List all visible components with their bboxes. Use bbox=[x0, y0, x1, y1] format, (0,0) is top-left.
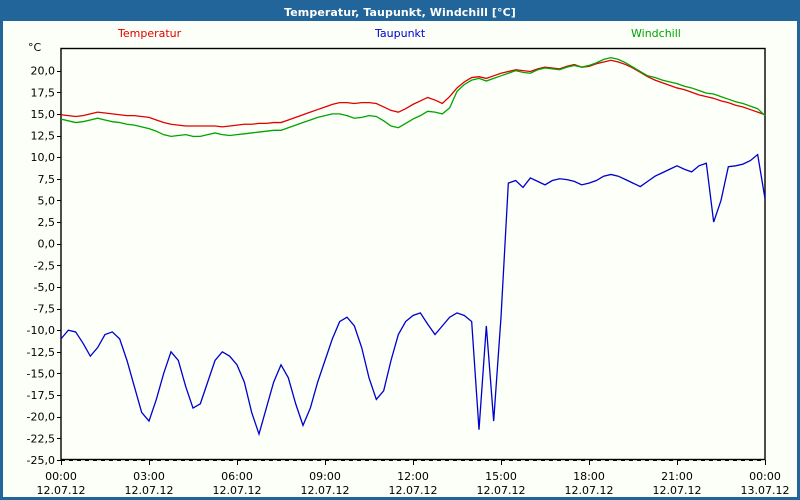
y-axis-tick: -20,0 bbox=[27, 411, 55, 424]
legend-item-taupunkt: Taupunkt bbox=[375, 27, 425, 40]
x-axis-tick-time: 18:00 bbox=[573, 470, 605, 483]
x-axis-tick-time: 00:00 bbox=[45, 470, 77, 483]
x-axis-tick-date: 12.07.12 bbox=[477, 484, 526, 497]
x-axis-tick-date: 12.07.12 bbox=[565, 484, 614, 497]
x-axis-tick-date: 12.07.12 bbox=[301, 484, 350, 497]
x-axis-tick-date: 12.07.12 bbox=[653, 484, 702, 497]
window-title: Temperatur, Taupunkt, Windchill [°C] bbox=[284, 5, 516, 19]
y-axis-tick: -2,5 bbox=[34, 259, 55, 272]
y-axis-tick: -10,0 bbox=[27, 324, 55, 337]
y-axis-tick: 17,5 bbox=[31, 86, 56, 99]
x-axis-tick-date: 12.07.12 bbox=[213, 484, 262, 497]
y-axis-tick: 10,0 bbox=[31, 151, 56, 164]
y-axis-tick: -22,5 bbox=[27, 432, 55, 445]
x-axis-tick-date: 12.07.12 bbox=[389, 484, 438, 497]
x-axis-tick-time: 06:00 bbox=[221, 470, 253, 483]
legend-item-windchill: Windchill bbox=[631, 27, 681, 40]
plot-frame bbox=[60, 47, 766, 461]
y-axis-tick: 5,0 bbox=[38, 194, 56, 207]
line-chart: 20,0 17,5 15,0 12,5 10,0 7,5 5,0 2,5 0,0 -2,5 -5,0… bbox=[27, 47, 790, 497]
x-axis-tick-labels: 00:0012.07.1203:0012.07.1206:0012.07.120… bbox=[37, 460, 790, 497]
y-axis-tick: 7,5 bbox=[38, 173, 56, 186]
data-series-group bbox=[60, 56, 766, 437]
x-axis-tick-time: 00:00 bbox=[749, 470, 781, 483]
series-line-temperatur bbox=[60, 59, 766, 128]
y-axis-tick: -5,0 bbox=[34, 281, 55, 294]
y-axis-tick: 12,5 bbox=[31, 130, 56, 143]
window-title-bar: Temperatur, Taupunkt, Windchill [°C] bbox=[3, 3, 797, 21]
legend-label-temperatur: Temperatur bbox=[118, 27, 182, 40]
x-axis-tick-time: 09:00 bbox=[309, 470, 341, 483]
series-line-taupunkt bbox=[60, 153, 766, 437]
y-axis-tick: 15,0 bbox=[31, 108, 56, 121]
chart-plot-container: 20,0 17,5 15,0 12,5 10,0 7,5 5,0 2,5 0,0 -2,5 -5,0… bbox=[3, 3, 797, 497]
y-axis-tick: 0,0 bbox=[38, 238, 56, 251]
x-axis-tick-date: 12.07.12 bbox=[125, 484, 174, 497]
series-line-windchill bbox=[60, 56, 766, 138]
x-axis-tick-time: 15:00 bbox=[485, 470, 517, 483]
x-axis-tick-time: 21:00 bbox=[661, 470, 693, 483]
y-axis-unit-label: °C bbox=[28, 41, 42, 54]
y-axis-tick: 20,0 bbox=[31, 65, 56, 78]
y-axis-tick: -25,0 bbox=[27, 454, 55, 467]
x-axis-tick-time: 03:00 bbox=[133, 470, 165, 483]
x-axis-tick-date: 12.07.12 bbox=[37, 484, 86, 497]
legend-item-temperatur: Temperatur bbox=[118, 27, 181, 40]
legend-label-windchill: Windchill bbox=[631, 27, 681, 40]
y-axis-tick: -17,5 bbox=[27, 389, 55, 402]
legend-label-taupunkt: Taupunkt bbox=[375, 27, 426, 40]
y-axis-tick-labels: 20,0 17,5 15,0 12,5 10,0 7,5 5,0 2,5 0,0 -2,5 -5,0… bbox=[27, 65, 61, 467]
y-axis-tick: -15,0 bbox=[27, 367, 55, 380]
y-axis-tick: -12,5 bbox=[27, 346, 55, 359]
x-axis-tick-time: 12:00 bbox=[397, 470, 429, 483]
y-axis-tick: -7,5 bbox=[34, 303, 55, 316]
x-axis-tick-date: 13.07.12 bbox=[741, 484, 790, 497]
y-axis-tick: 2,5 bbox=[38, 216, 56, 229]
